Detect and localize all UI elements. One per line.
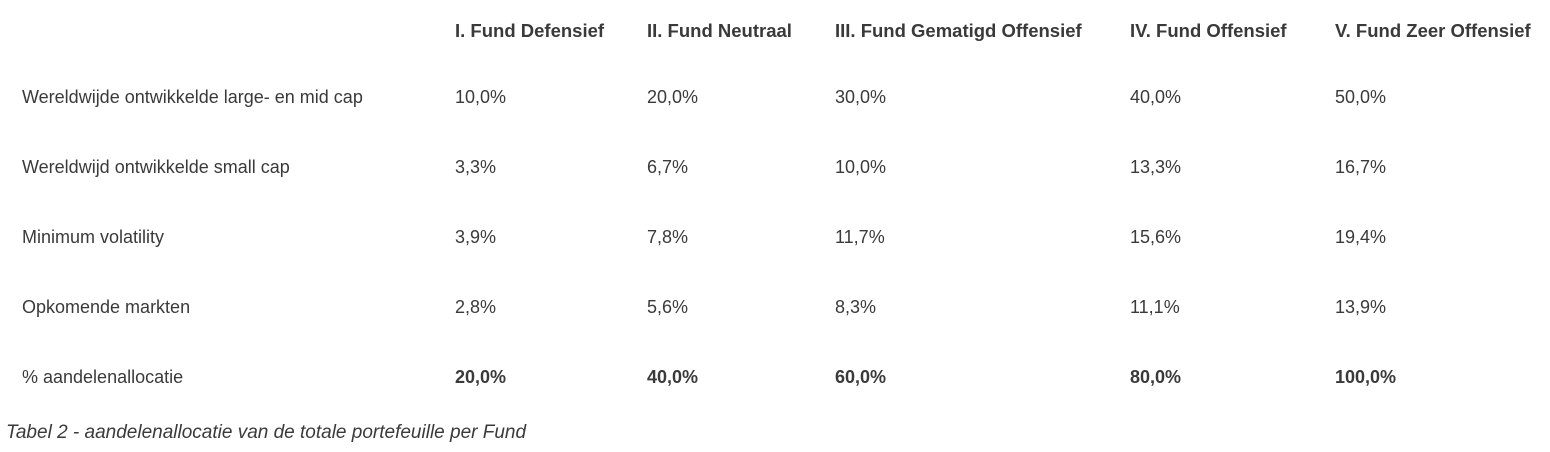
cell-value: 8,3% [835,296,877,317]
cell-value: 10,0% [455,86,507,107]
cell-value: 19,4% [1335,226,1387,247]
table-row: Minimum volatility 3,9% 7,8% 11,7% 15,6%… [0,202,1550,272]
cell-value: 20,0% [647,86,699,107]
cell-value: 11,1% [1130,296,1180,317]
table-row-total: % aandelenallocatie 20,0% 40,0% 60,0% 80… [0,342,1550,412]
column-header-fund-gematigd-offensief: III. Fund Gematigd Offensief [835,20,1082,41]
cell-value: 16,7% [1335,156,1387,177]
column-header-empty [0,0,455,62]
row-label: Minimum volatility [22,226,165,247]
cell-value: 40,0% [1130,86,1182,107]
cell-value: 2,8% [455,296,497,317]
cell-value: 50,0% [1335,86,1387,107]
row-label: Opkomende markten [22,296,191,317]
row-label: Wereldwijd ontwikkelde small cap [22,156,290,177]
cell-value: 10,0% [835,156,887,177]
cell-value: 5,6% [647,296,689,317]
cell-value: 11,7% [835,226,885,247]
table-row: Opkomende markten 2,8% 5,6% 8,3% 11,1% 1… [0,272,1550,342]
cell-value: 7,8% [647,226,689,247]
cell-value: 15,6% [1130,226,1182,247]
cell-value: 6,7% [647,156,689,177]
column-header-fund-neutraal: II. Fund Neutraal [647,20,792,41]
column-header-fund-offensief: IV. Fund Offensief [1130,20,1287,41]
cell-value: 100,0% [1335,366,1397,387]
cell-value: 20,0% [455,366,507,387]
table-caption: Tabel 2 - aandelenallocatie van de total… [6,422,527,443]
allocation-table: I. Fund Defensief II. Fund Neutraal III.… [0,0,1550,412]
cell-value: 30,0% [835,86,887,107]
cell-value: 60,0% [835,366,887,387]
column-header-fund-defensief: I. Fund Defensief [455,20,605,41]
column-header-fund-zeer-offensief: V. Fund Zeer Offensief [1335,20,1531,41]
row-label: Wereldwijde ontwikkelde large- en mid ca… [22,86,363,107]
cell-value: 13,3% [1130,156,1182,177]
cell-value: 80,0% [1130,366,1182,387]
row-label: % aandelenallocatie [22,366,184,387]
cell-value: 3,9% [455,226,497,247]
cell-value: 3,3% [455,156,497,177]
cell-value: 13,9% [1335,296,1387,317]
cell-value: 40,0% [647,366,699,387]
table-row: Wereldwijd ontwikkelde small cap 3,3% 6,… [0,132,1550,202]
table-row: Wereldwijde ontwikkelde large- en mid ca… [0,62,1550,132]
header-row: I. Fund Defensief II. Fund Neutraal III.… [0,0,1550,62]
